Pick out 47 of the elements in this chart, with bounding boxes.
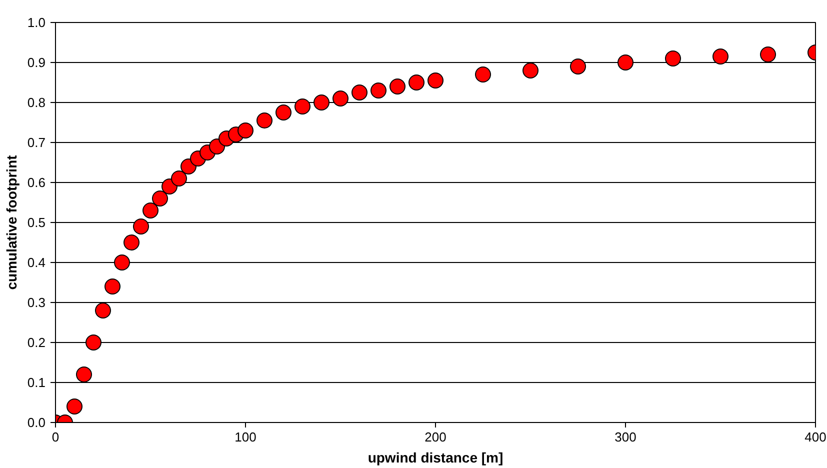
point [133,218,149,234]
point [332,90,348,106]
point [370,82,386,98]
point [570,58,586,74]
point [352,84,368,100]
x-axis-title: upwind distance [m] [368,450,504,466]
point [712,48,728,64]
y-tick-label: 0.8 [27,95,46,110]
y-tick-label: 0.7 [27,135,46,150]
y-tick-label: 0.4 [27,255,46,270]
point [390,78,406,94]
point [124,234,140,250]
point [408,74,424,90]
point [66,398,82,414]
y-tick-label: 0.1 [27,375,46,390]
point [475,66,491,82]
y-axis-title: cumulative footprint [3,154,20,290]
point [665,50,681,66]
point [314,94,330,110]
point [428,72,444,88]
point [760,46,776,62]
y-tick-label: 1.0 [27,15,46,30]
x-tick-label: 0 [52,430,60,444]
point [142,202,158,218]
y-tick-label: 0.2 [27,335,46,350]
y-tick-label: 0.0 [27,415,46,430]
point [522,62,538,78]
y-tick-label: 0.9 [27,55,46,70]
point [256,112,272,128]
x-tick-label: 200 [424,430,446,444]
point [618,54,634,70]
point [238,122,254,138]
point [95,302,111,318]
x-tick-label: 400 [804,430,826,444]
point [76,366,92,382]
point [86,334,102,350]
y-tick-label: 0.5 [27,215,46,230]
y-tick-label: 0.6 [27,175,46,190]
point [152,190,168,206]
point [104,278,120,294]
point [171,170,187,186]
y-tick-label: 0.3 [27,295,46,310]
point [114,254,130,270]
point [276,104,292,120]
point [294,98,310,114]
x-tick-label: 100 [234,430,256,444]
x-tick-label: 300 [614,430,636,444]
